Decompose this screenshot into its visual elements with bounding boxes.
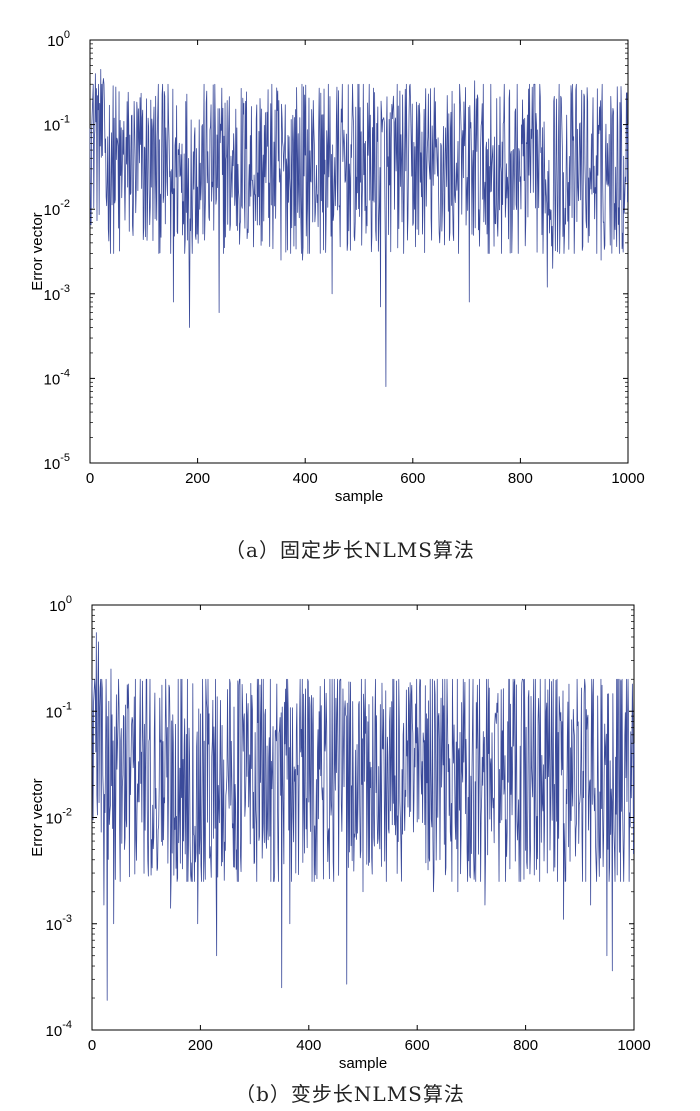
y-tick-label: 100: [47, 29, 70, 50]
y-tick-base: 10: [46, 704, 63, 721]
y-tick-base: 10: [49, 598, 66, 615]
y-tick-exponent: -1: [60, 114, 70, 126]
y-tick-label: 10-2: [46, 807, 72, 828]
y-tick-label: 10-4: [46, 1019, 72, 1040]
y-tick-base: 10: [44, 456, 61, 473]
y-tick-label: 10-3: [46, 913, 72, 934]
y-tick-label: 10-1: [46, 700, 72, 721]
y-tick-base: 10: [44, 118, 61, 135]
plot-frame: [89, 39, 629, 464]
y-tick-exponent: -4: [60, 367, 70, 379]
figure-b: 0 200 400 600 800 1000 100 10-1 10-2 10-3 10-4 samp…: [0, 570, 700, 1111]
y-tick-label: 10-4: [44, 367, 70, 388]
y-axis-label: Error vector: [29, 778, 46, 856]
y-tick-base: 10: [46, 1023, 63, 1040]
y-tick-exponent: 0: [66, 594, 72, 606]
y-tick-exponent: 0: [64, 29, 70, 41]
x-tick-label: 1000: [611, 470, 644, 487]
x-tick-label: 400: [296, 1037, 321, 1054]
y-tick-exponent: -2: [60, 198, 70, 210]
y-tick-exponent: -1: [62, 700, 72, 712]
x-axis-label: sample: [335, 488, 383, 505]
x-tick-label: 200: [185, 470, 210, 487]
x-tick-label: 400: [293, 470, 318, 487]
y-tick-exponent: -3: [62, 913, 72, 925]
x-tick-label: 0: [88, 1037, 96, 1054]
error-trace: [89, 68, 629, 387]
y-tick-label: 100: [49, 594, 72, 615]
y-tick-base: 10: [46, 811, 63, 828]
x-tick-label: 200: [188, 1037, 213, 1054]
caption-a: （a）固定步长NLMS算法: [225, 538, 475, 562]
y-tick-exponent: -4: [62, 1019, 72, 1031]
y-tick-exponent: -3: [60, 283, 70, 295]
x-tick-label: 600: [400, 470, 425, 487]
chart-b: 0 200 400 600 800 100010010-110-210-310-4samp…: [29, 594, 651, 1072]
y-tick-label: 10-5: [44, 452, 70, 473]
y-tick-base: 10: [46, 917, 63, 934]
x-tick-label: 800: [513, 1037, 538, 1054]
x-tick-label: 1000: [617, 1037, 650, 1054]
x-tick-label: 0: [86, 470, 94, 487]
y-tick-label: 10-2: [44, 198, 70, 219]
y-tick-base: 10: [44, 371, 61, 388]
y-tick-label: 10-1: [44, 114, 70, 135]
x-tick-label: 600: [405, 1037, 430, 1054]
y-tick-exponent: -5: [60, 452, 70, 464]
y-tick-base: 10: [44, 202, 61, 219]
y-axis-label: Error vector: [29, 212, 46, 290]
caption-b: （b）变步长NLMS算法: [235, 1082, 465, 1106]
y-tick-base: 10: [44, 287, 61, 304]
error-trace: [91, 632, 635, 1001]
chart-a: 0 200 400 600 800 100010010-110-210-310-410-5…: [29, 29, 645, 505]
y-tick-base: 10: [47, 33, 64, 50]
x-tick-label: 800: [508, 470, 533, 487]
figure-a: 0 200 400 600 800 1000 100 10-1 10-2 10-3 10-4 10-5…: [0, 0, 700, 555]
x-axis-label: sample: [339, 1055, 387, 1072]
y-tick-exponent: -2: [62, 807, 72, 819]
y-tick-label: 10-3: [44, 283, 70, 304]
